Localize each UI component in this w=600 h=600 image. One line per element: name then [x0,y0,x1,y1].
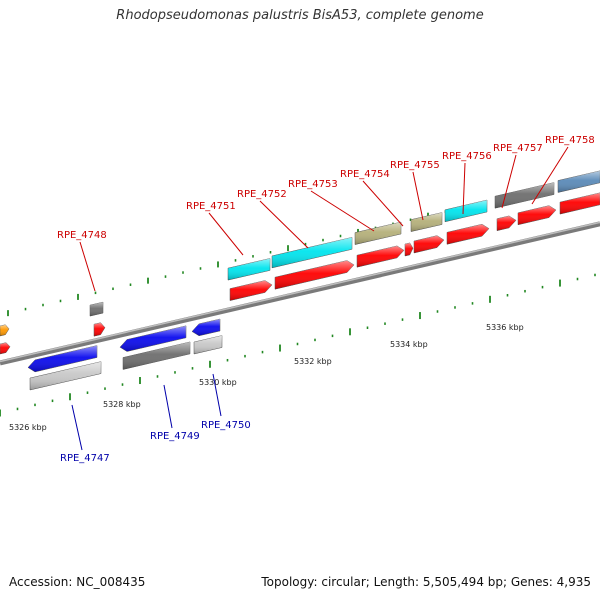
backbone [0,221,600,366]
gene-label-forward: RPE_4756 [442,151,492,215]
gene-RPE_4747 [27,345,98,373]
accession-text: Accession: NC_008435 [9,575,146,589]
gene-label-reverse: RPE_4750 [201,373,251,431]
gene-RPE_4753 [356,245,405,268]
feature-olive-1 [354,221,402,245]
feature-gray-1 [494,182,555,209]
gene-RPE_4755 [413,235,445,254]
gene-RPE_4749 [119,325,187,352]
gene-label-forward: RPE_4755 [390,160,440,221]
svg-text:RPE_4756: RPE_4756 [442,151,492,162]
gene-label-reverse: RPE_4747 [60,404,110,464]
svg-text:RPE_4749: RPE_4749 [150,431,200,442]
svg-text:RPE_4751: RPE_4751 [186,201,236,212]
svg-text:RPE_4747: RPE_4747 [60,453,110,464]
gene-label-forward: RPE_4752 [237,189,309,249]
gene-RPE_4751 [229,280,273,301]
gene-label-forward: RPE_4758 [531,135,595,205]
gene-RPE_4757 [496,215,517,232]
inner-tick-row [0,273,596,417]
feature-steel-1 [557,170,600,193]
labels: 5326 kbp 5328 kbp 5330 kbp 5332 kbp 5334 kbp… [9,135,595,464]
map-title: Rhodopseudomonas palustris BisA53, compl… [116,8,484,23]
gene-RPE_4748 [93,322,106,337]
feature-lightgray-2 [193,335,223,355]
kbp-label: 5336 kbp [486,323,524,332]
features [0,170,600,391]
gene-label-reverse: RPE_4749 [150,384,200,442]
svg-text:RPE_4752: RPE_4752 [237,189,287,200]
gene-label-forward: RPE_4751 [186,201,244,256]
svg-text:RPE_4758: RPE_4758 [545,135,595,146]
feature-cyan-3 [444,199,488,223]
gene-red-edge-left [0,342,11,355]
feature-cyan-2 [271,236,353,269]
feature-orange-edge [0,324,10,337]
gene-label-forward: RPE_4754 [340,169,404,227]
backbone-line [0,221,600,366]
gene-label-forward: RPE_4748 [57,230,107,292]
kbp-label: 5328 kbp [103,400,141,409]
gene-RPE_4750 [191,318,221,337]
svg-text:RPE_4750: RPE_4750 [201,420,251,431]
kbp-label: 5332 kbp [294,357,332,366]
svg-text:RPE_4753: RPE_4753 [288,179,338,190]
kbp-label: 5330 kbp [199,378,237,387]
feature-cyan-1 [227,258,271,281]
feature-gray-2 [122,341,191,370]
svg-text:RPE_4755: RPE_4755 [390,160,440,171]
gene-label-forward: RPE_4753 [288,179,375,232]
gene-RPE_4754 [404,242,414,257]
svg-text:RPE_4748: RPE_4748 [57,230,107,241]
tick-marks [0,177,596,417]
kbp-label: 5334 kbp [390,340,428,349]
gene-RPE_4752 [274,260,355,290]
feature-gray-small [89,301,104,317]
gene-red-edge [559,192,600,215]
feature-olive-2 [410,212,443,232]
svg-text:RPE_4757: RPE_4757 [493,143,543,154]
gene-label-forward: RPE_4757 [493,143,543,209]
topology-text: Topology: circular; Length: 5,505,494 bp… [261,575,591,589]
svg-text:RPE_4754: RPE_4754 [340,169,390,180]
kbp-label: 5326 kbp [9,423,47,432]
gene-RPE_4758 [517,205,557,226]
feature-lightgray-1 [29,361,102,391]
gene-RPE_4756 [446,223,490,245]
